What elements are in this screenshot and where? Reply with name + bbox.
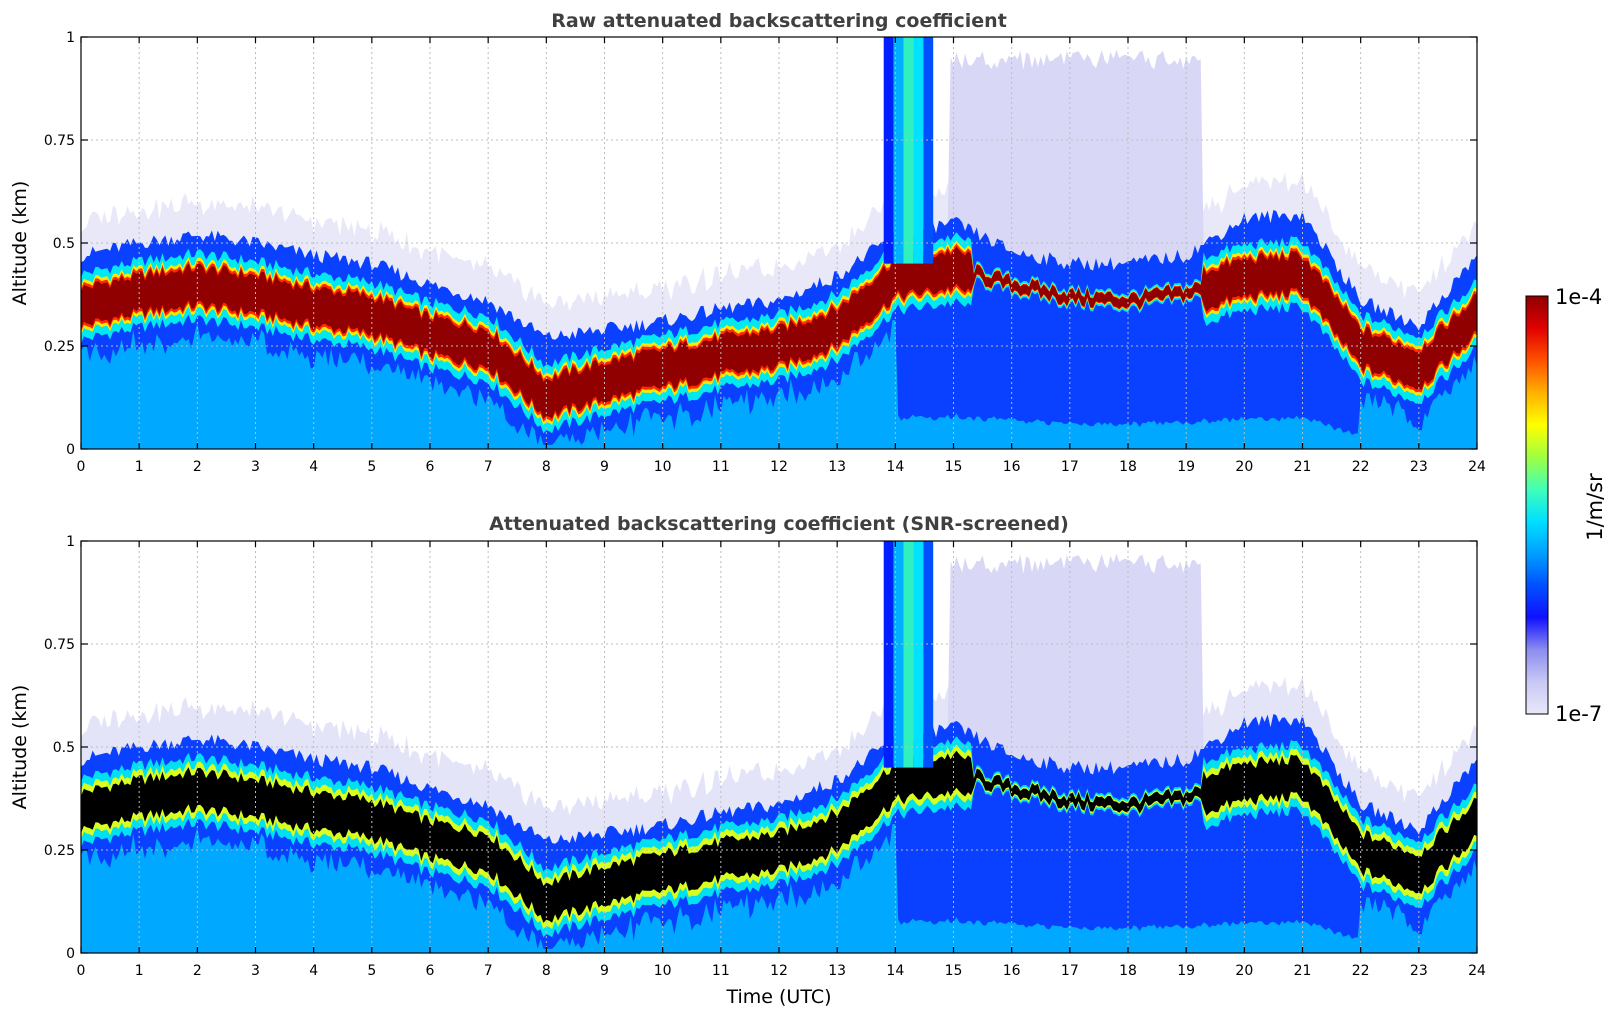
y-tick-label: 0 <box>66 946 75 962</box>
plume-raw <box>883 37 934 264</box>
surface-region-snr <box>81 824 1477 953</box>
x-ticks-snr: 0 1 2 3 4 5 6 7 8 9 10 11 12 13 14 15 16 17 18 19 20 21 22 23 24 <box>77 541 1486 979</box>
x-tick-label: 18 <box>1119 963 1137 979</box>
x-tick-label: 0 <box>77 459 86 475</box>
x-tick-label: 7 <box>484 963 493 979</box>
panel-title-raw: Raw attenuated backscattering coefficien… <box>551 10 1007 32</box>
y-tick-label: 0.25 <box>44 843 75 859</box>
x-tick-label: 21 <box>1294 459 1312 475</box>
panel-title-snr: Attenuated backscattering coefficient (S… <box>489 513 1069 535</box>
x-tick-label: 6 <box>426 459 435 475</box>
x-tick-label: 2 <box>193 963 202 979</box>
x-tick-label: 24 <box>1468 459 1486 475</box>
colorbar-gradient <box>1525 295 1549 715</box>
colorbar-unit-label: 1/m/sr <box>1583 473 1607 541</box>
x-tick-label: 24 <box>1468 963 1486 979</box>
y-tick-label: 0.5 <box>53 236 75 252</box>
x-tick-label: 3 <box>251 963 260 979</box>
x-tick-label: 16 <box>1003 459 1021 475</box>
x-tick-label: 4 <box>309 459 318 475</box>
x-tick-label: 8 <box>542 963 551 979</box>
y-tick-label: 1 <box>66 30 75 46</box>
x-tick-label: 19 <box>1177 459 1195 475</box>
plume-column <box>893 37 904 264</box>
grid-raw <box>81 37 1477 449</box>
grid-snr <box>81 541 1477 953</box>
colorbar-max-label: 1e-4 <box>1555 285 1602 309</box>
x-axis-label: Time (UTC) <box>725 986 831 1008</box>
plume-column <box>883 37 894 264</box>
colorbar: 1e-4 1e-7 1/m/sr <box>1525 285 1607 726</box>
y-tick-label: 1 <box>66 534 75 550</box>
haze-region-snr <box>81 676 1477 844</box>
x-tick-label: 11 <box>712 963 730 979</box>
plume-snr <box>883 541 934 768</box>
x-tick-label: 0 <box>77 963 86 979</box>
panel-snr: Attenuated backscattering coefficient (S… <box>9 513 1486 1008</box>
plume-column <box>913 541 924 768</box>
x-tick-label: 8 <box>542 459 551 475</box>
x-tick-label: 14 <box>886 963 904 979</box>
panel-raw: Raw attenuated backscattering coefficien… <box>9 10 1486 475</box>
x-tick-label: 10 <box>654 963 672 979</box>
x-tick-label: 5 <box>367 459 376 475</box>
x-tick-label: 13 <box>828 459 846 475</box>
x-tick-label: 23 <box>1410 963 1428 979</box>
x-tick-label: 17 <box>1061 963 1079 979</box>
plume-column <box>913 37 924 264</box>
x-tick-label: 7 <box>484 459 493 475</box>
x-tick-label: 14 <box>886 459 904 475</box>
x-tick-label: 16 <box>1003 963 1021 979</box>
x-ticks-raw: 0 1 2 3 4 5 6 7 8 9 10 11 12 13 14 15 16 17 18 19 20 21 22 23 24 <box>77 37 1486 475</box>
x-tick-label: 15 <box>945 459 963 475</box>
y-axis-label-raw: Altitude (km) <box>9 181 31 306</box>
plume-column <box>903 37 914 264</box>
x-tick-label: 15 <box>945 963 963 979</box>
x-tick-label: 3 <box>251 459 260 475</box>
x-tick-label: 12 <box>770 459 788 475</box>
plume-column <box>903 541 914 768</box>
x-tick-label: 17 <box>1061 459 1079 475</box>
x-tick-label: 19 <box>1177 963 1195 979</box>
haze-region-raw <box>81 172 1477 340</box>
x-tick-label: 9 <box>600 963 609 979</box>
y-ticks-snr: 0 0.25 0.5 0.75 1 <box>44 534 1477 962</box>
y-axis-label-snr: Altitude (km) <box>9 685 31 810</box>
x-tick-label: 18 <box>1119 459 1137 475</box>
x-tick-label: 20 <box>1235 963 1253 979</box>
x-tick-label: 10 <box>654 459 672 475</box>
y-tick-label: 0.75 <box>44 133 75 149</box>
x-tick-label: 23 <box>1410 459 1428 475</box>
x-tick-label: 5 <box>367 963 376 979</box>
plume-column <box>923 37 934 264</box>
x-tick-label: 1 <box>135 459 144 475</box>
x-tick-label: 2 <box>193 459 202 475</box>
x-tick-label: 6 <box>426 963 435 979</box>
y-tick-label: 0.5 <box>53 740 75 756</box>
y-tick-label: 0 <box>66 442 75 458</box>
x-tick-label: 11 <box>712 459 730 475</box>
x-tick-label: 12 <box>770 963 788 979</box>
plume-column <box>893 541 904 768</box>
y-tick-label: 0.25 <box>44 339 75 355</box>
x-tick-label: 21 <box>1294 963 1312 979</box>
plume-column <box>883 541 894 768</box>
plume-column <box>923 541 934 768</box>
x-tick-label: 9 <box>600 459 609 475</box>
y-ticks-raw: 0 0.25 0.5 0.75 1 <box>44 30 1477 458</box>
x-tick-label: 1 <box>135 963 144 979</box>
x-tick-label: 20 <box>1235 459 1253 475</box>
x-tick-label: 13 <box>828 963 846 979</box>
y-tick-label: 0.75 <box>44 637 75 653</box>
colorbar-min-label: 1e-7 <box>1555 702 1602 726</box>
x-tick-label: 4 <box>309 963 318 979</box>
surface-region-raw <box>81 320 1477 449</box>
x-tick-label: 22 <box>1352 963 1370 979</box>
x-tick-label: 22 <box>1352 459 1370 475</box>
